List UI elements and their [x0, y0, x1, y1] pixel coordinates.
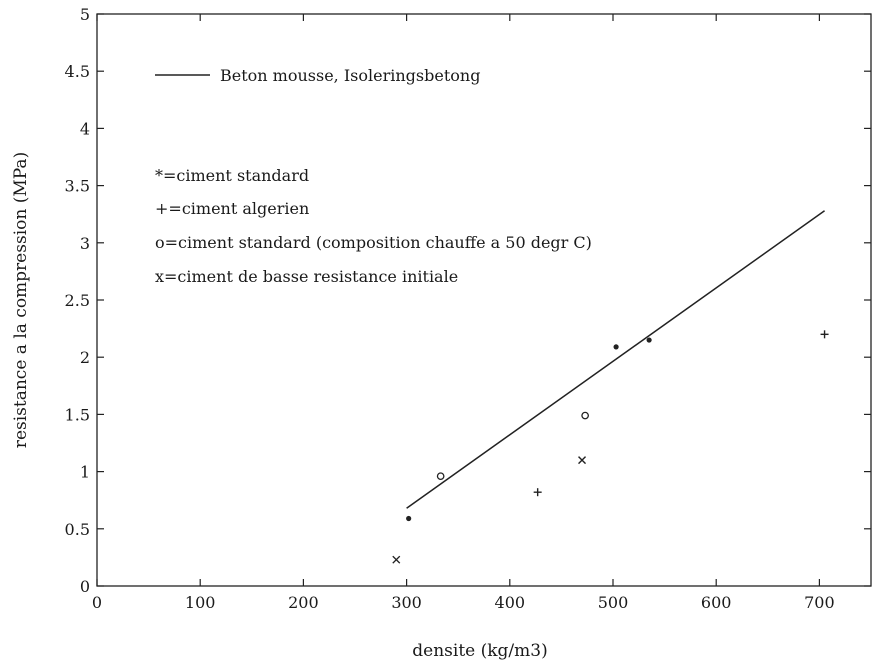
star-marker — [406, 515, 412, 522]
legend-x-label: x=ciment de basse resistance initiale — [155, 267, 458, 286]
x-tick-label: 0 — [92, 593, 102, 612]
x-tick-label: 700 — [804, 593, 835, 612]
y-tick-label: 1.5 — [65, 405, 90, 424]
x-tick-label: 300 — [391, 593, 422, 612]
plot-frame — [96, 13, 872, 587]
y-tick-label: 2 — [80, 348, 90, 367]
fit-line — [406, 210, 825, 509]
y-tick-label: 0.5 — [65, 520, 90, 539]
data-points — [392, 330, 829, 564]
fit-line-layer — [406, 210, 825, 509]
y-tick-label: 0 — [80, 577, 90, 596]
plus-marker — [533, 488, 542, 497]
x-tick-label: 600 — [701, 593, 732, 612]
y-axis-label: resistance a la compression (MPa) — [11, 152, 31, 448]
circle-marker — [436, 472, 445, 481]
y-tick-label: 1 — [80, 463, 90, 482]
x-axis-label: densite (kg/m3) — [412, 641, 547, 661]
y-tick-label: 4.5 — [65, 62, 90, 81]
x-tick-label: 500 — [598, 593, 629, 612]
y-tick-label: 2.5 — [65, 291, 90, 310]
plus-marker — [820, 330, 829, 339]
x-tick-label: 400 — [495, 593, 526, 612]
star-marker — [646, 337, 652, 343]
legend-plus-label: +=ciment algerien — [155, 199, 309, 218]
y-tick-label: 3 — [80, 234, 90, 253]
y-tick-label: 4 — [80, 119, 90, 138]
x-marker — [392, 555, 401, 564]
x-tick-label: 200 — [288, 593, 319, 612]
y-tick-labels: 0 0.5 1 1.5 2 2.5 3 3.5 4 4.5 5 — [65, 5, 90, 596]
x-marker — [578, 456, 587, 465]
x-tick-label: 100 — [185, 593, 216, 612]
star-marker — [613, 344, 619, 350]
legend-line-label: Beton mousse, Isoleringsbetong — [220, 66, 480, 85]
circle-marker — [581, 411, 589, 420]
y-tick-label: 3.5 — [65, 177, 90, 196]
x-tick-labels: 0 100 200 300 400 500 600 700 — [92, 593, 835, 612]
axis-ticks — [96, 13, 871, 587]
legend-star-label: *=ciment standard — [155, 166, 309, 185]
legend-circle-label: o=ciment standard (composition chauffe a… — [155, 233, 592, 252]
y-tick-label: 5 — [80, 5, 90, 24]
